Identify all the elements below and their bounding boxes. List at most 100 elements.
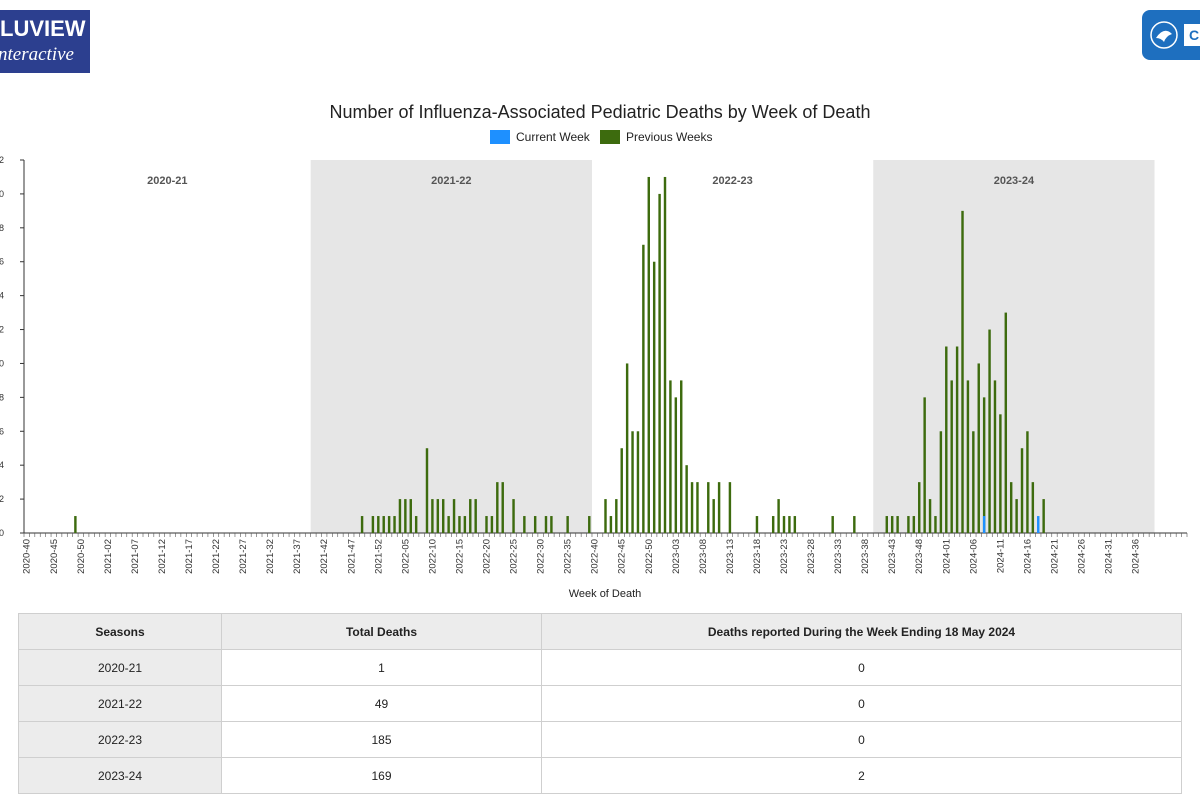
y-tick-label: 2 <box>0 155 4 165</box>
bar-previous-week <box>712 499 715 533</box>
total-deaths-cell: 185 <box>221 721 542 758</box>
bar-previous-week <box>588 516 591 533</box>
bar-previous-week <box>442 499 445 533</box>
y-tick-label: 8 <box>0 392 4 402</box>
bar-previous-week <box>831 516 834 533</box>
total-deaths-cell: 1 <box>221 649 542 686</box>
season-label: 2022-23 <box>712 175 752 187</box>
bar-previous-week <box>690 482 694 533</box>
bar-previous-week <box>436 499 440 533</box>
bar-previous-week <box>550 516 553 533</box>
bar-previous-week <box>431 499 434 533</box>
bar-previous-week <box>387 516 391 533</box>
x-tick-label: 2021-07 <box>130 539 141 574</box>
bar-previous-week <box>647 176 650 534</box>
x-tick-label: 2021-27 <box>238 539 249 574</box>
x-tick-label: 2021-22 <box>211 539 222 574</box>
bar-previous-week <box>755 516 759 533</box>
bar-previous-week <box>1009 482 1013 533</box>
bar-previous-week <box>674 397 678 533</box>
bar-current-week <box>982 516 986 533</box>
bar-previous-week <box>939 431 943 533</box>
table-row: 2022-23 185 0 <box>18 721 1182 758</box>
table-row: 2021-22 49 0 <box>18 685 1182 722</box>
x-tick-label: 2021-52 <box>373 539 384 574</box>
table-header-row: Seasons Total Deaths Deaths reported Dur… <box>18 613 1182 650</box>
x-tick-label: 2022-20 <box>481 539 492 574</box>
legend-label-current: Current Week <box>516 130 591 144</box>
season-cell: 2022-23 <box>18 721 222 758</box>
x-tick-label: 2021-02 <box>103 539 114 574</box>
total-deaths-cell: 169 <box>221 757 542 794</box>
bar-previous-week <box>1031 482 1035 533</box>
bar-previous-week <box>896 516 899 533</box>
bar-previous-week <box>609 516 613 533</box>
bar-previous-week <box>398 499 402 533</box>
y-tick-label: 2 <box>0 325 4 335</box>
bar-previous-week <box>1042 499 1045 533</box>
x-tick-label: 2021-32 <box>265 539 276 574</box>
hhs-logo-mark: C <box>1184 24 1200 46</box>
bar-previous-week <box>490 516 494 533</box>
bar-previous-week <box>928 499 932 533</box>
bar-previous-week <box>631 431 634 533</box>
bar-previous-week <box>982 397 986 533</box>
bar-previous-week <box>485 516 488 533</box>
bar-previous-week <box>625 363 629 533</box>
x-tick-label: 2021-47 <box>346 539 357 574</box>
bar-previous-week <box>966 380 970 533</box>
logo-line-2: nteractive <box>0 44 74 65</box>
x-tick-label: 2022-50 <box>644 539 655 574</box>
bar-previous-week <box>458 516 461 533</box>
bar-previous-week <box>544 516 548 533</box>
fluview-logo[interactable]: LUVIEW nteractive <box>0 10 90 73</box>
bar-previous-week <box>615 499 618 533</box>
x-tick-label: 2021-12 <box>157 539 168 574</box>
bar-previous-week <box>782 516 786 533</box>
x-tick-label: 2023-23 <box>779 539 790 574</box>
week-deaths-cell: 0 <box>541 685 1182 722</box>
week-deaths-cell: 2 <box>541 757 1182 794</box>
y-tick-label: 6 <box>0 257 4 267</box>
season-summary-table: Seasons Total Deaths Deaths reported Dur… <box>18 613 1182 794</box>
bar-previous-week <box>409 499 412 533</box>
bar-previous-week <box>685 465 688 533</box>
bar-previous-week <box>604 499 607 533</box>
x-tick-label: 2022-10 <box>427 539 438 574</box>
bar-previous-week <box>620 448 623 533</box>
y-tick-label: 6 <box>0 426 4 436</box>
bar-previous-week <box>907 516 910 533</box>
x-tick-label: 2023-18 <box>752 539 763 574</box>
legend-label-previous: Previous Weeks <box>626 130 712 144</box>
x-tick-label: 2024-31 <box>1104 539 1115 574</box>
x-tick-label: 2022-40 <box>590 539 601 574</box>
season-label: 2021-22 <box>431 175 471 187</box>
bar-previous-week <box>972 431 975 533</box>
bar-previous-week <box>523 516 526 533</box>
bar-previous-week <box>993 380 997 533</box>
x-tick-label: 2024-16 <box>1022 539 1033 574</box>
bar-previous-week <box>414 516 418 533</box>
bar-previous-week <box>566 516 569 533</box>
x-tick-label: 2021-17 <box>184 539 195 574</box>
bar-previous-week <box>1020 448 1024 533</box>
bar-previous-week <box>707 482 710 533</box>
table-row: 2020-21 1 0 <box>18 649 1182 686</box>
legend-swatch-current <box>490 130 510 144</box>
x-tick-label: 2024-26 <box>1077 539 1088 574</box>
bar-previous-week <box>923 397 926 533</box>
bar-previous-week <box>934 516 937 533</box>
x-tick-label: 2020-50 <box>76 539 87 574</box>
x-tick-label: 2022-35 <box>563 539 574 574</box>
bar-previous-week <box>1015 499 1018 533</box>
bar-previous-week <box>999 414 1002 533</box>
x-tick-label: 2022-30 <box>536 539 547 574</box>
x-tick-label: 2023-48 <box>914 539 925 574</box>
season-band <box>310 160 592 533</box>
x-tick-label: 2020-45 <box>49 539 60 574</box>
season-band <box>873 160 1155 533</box>
x-tick-label: 2020-40 <box>22 539 33 574</box>
y-tick-label: 4 <box>0 460 4 470</box>
hhs-eagle-logo-icon[interactable]: C <box>1142 10 1200 60</box>
x-tick-label: 2023-43 <box>887 539 898 574</box>
